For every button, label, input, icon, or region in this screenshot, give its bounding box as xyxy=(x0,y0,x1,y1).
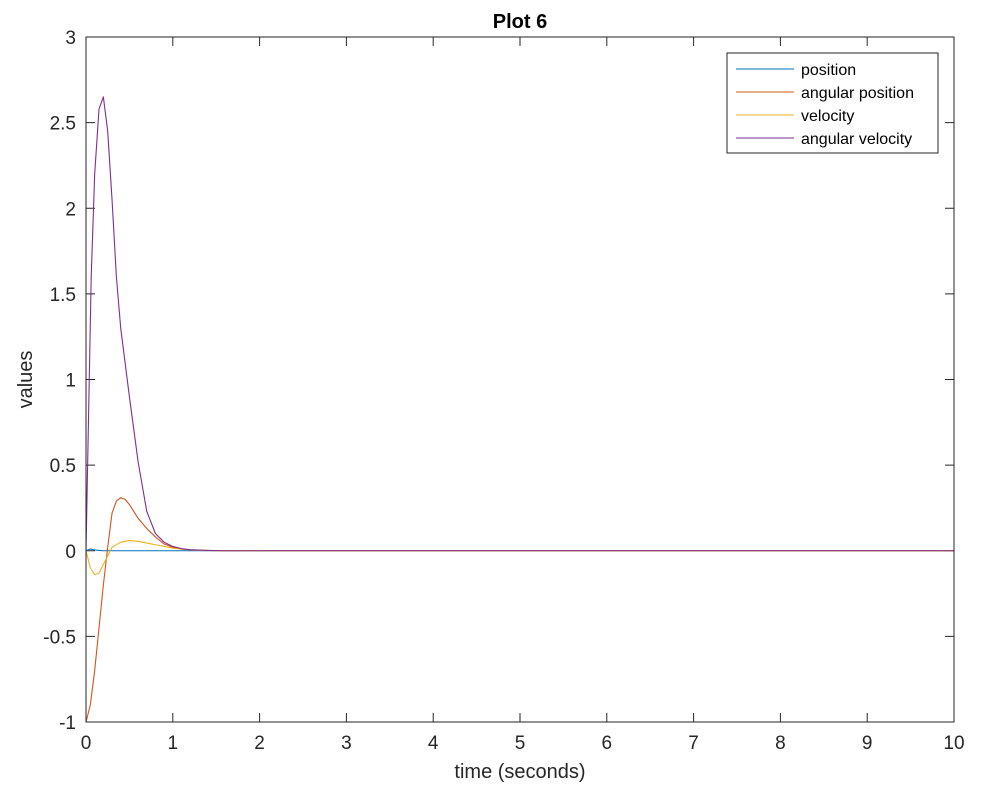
chart-title: Plot 6 xyxy=(493,11,547,33)
x-tick-label: 5 xyxy=(515,733,526,754)
x-axis-label: time (seconds) xyxy=(454,761,585,783)
y-tick-label: 2.5 xyxy=(50,114,76,135)
x-tick-label: 6 xyxy=(602,733,613,754)
x-tick-label: 7 xyxy=(688,733,699,754)
y-tick-label: 2 xyxy=(65,199,76,220)
x-tick-label: 2 xyxy=(254,733,265,754)
legend: position angular position velocity angular … xyxy=(726,52,939,154)
y-tick-label: 1 xyxy=(65,371,76,392)
legend-entry-label: angular velocity xyxy=(801,131,912,148)
y-tick-label: 0.5 xyxy=(50,456,76,477)
x-tick-label: 9 xyxy=(862,733,873,754)
legend-entry-label: position xyxy=(801,62,856,79)
y-axis-label: values xyxy=(15,351,37,409)
x-tick-label: 10 xyxy=(943,733,964,754)
y-tick-label: 1.5 xyxy=(50,285,76,306)
plot-area-frame xyxy=(85,36,955,723)
legend-entry-label: angular position xyxy=(801,85,914,102)
y-tick-label: 0 xyxy=(65,542,76,563)
series-line-velocity xyxy=(85,539,954,576)
legend-box xyxy=(726,52,939,154)
x-tick-label: 4 xyxy=(428,733,439,754)
x-tick-label: 8 xyxy=(775,733,786,754)
series-lines xyxy=(85,96,954,723)
y-tick-label: 3 xyxy=(65,28,76,49)
y-tick-label: -1 xyxy=(59,713,76,734)
x-tick-label: 1 xyxy=(168,733,179,754)
legend-entry-label: velocity xyxy=(801,108,854,125)
series-line-angular-position xyxy=(85,497,954,723)
x-tick-label: 3 xyxy=(341,733,352,754)
x-tick-labels: 0 1 2 3 4 5 6 7 8 9 10 xyxy=(81,733,965,754)
x-tick-label: 0 xyxy=(81,733,92,754)
series-line-angular-velocity xyxy=(85,96,954,552)
y-tick-labels: -1 -0.5 0 0.5 1 1.5 2 2.5 3 xyxy=(43,28,76,734)
y-tick-label: -0.5 xyxy=(43,627,76,648)
